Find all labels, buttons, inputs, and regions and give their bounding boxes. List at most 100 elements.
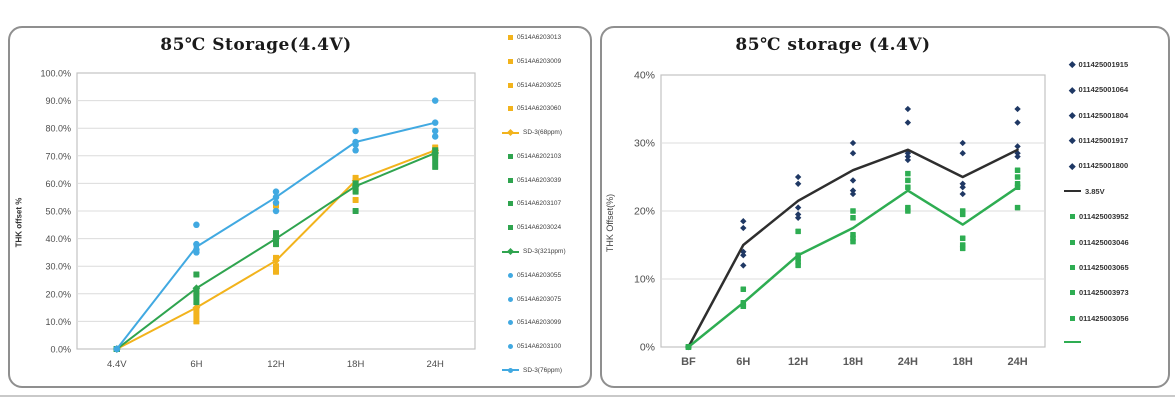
- legend-label: SD-3(68ppm): [523, 129, 563, 137]
- x-tick-label: 6H: [736, 356, 750, 368]
- right-y-axis-label-wrap: THK Offset(%): [602, 59, 619, 386]
- legend-item: [1064, 339, 1166, 346]
- x-tick-label: 4.4V: [107, 359, 127, 370]
- y-tick-label: 0%: [640, 342, 655, 354]
- data-point: [795, 262, 801, 269]
- legend-item: 0514A6203055: [502, 272, 588, 279]
- legend-label: 011425003056: [1079, 313, 1129, 323]
- y-tick-label: 20%: [634, 206, 655, 218]
- legend-marker-icon: [1070, 315, 1075, 321]
- x-tick-label: 12H: [788, 356, 808, 368]
- data-point: [905, 177, 911, 184]
- legend-marker-icon: [508, 177, 513, 183]
- y-tick-label: 70.0%: [45, 151, 71, 161]
- data-point: [193, 271, 200, 278]
- data-point: [904, 119, 912, 126]
- left-y-axis-label-wrap: THK offset %: [10, 59, 27, 386]
- legend-label: 0514A6203025: [517, 81, 562, 89]
- left-chart-panel: 85℃ Storage(4.4V) THK offset % 0.0% 10.0%…: [8, 26, 592, 388]
- legend-label: 011425001917: [1078, 136, 1129, 146]
- legend-marker-icon: [1069, 86, 1076, 94]
- data-point: [273, 241, 279, 248]
- y-tick-label: 100.0%: [40, 69, 71, 79]
- legend-label: 011425003065: [1079, 262, 1129, 272]
- legend-label: 0514A6203075: [517, 295, 562, 303]
- legend-label: 011425001804: [1078, 110, 1129, 120]
- data-point: [740, 286, 747, 292]
- data-point: [352, 188, 359, 195]
- legend-label: 011425003952: [1079, 212, 1129, 222]
- y-tick-label: 40%: [634, 70, 655, 82]
- data-point: [904, 105, 912, 113]
- legend-item: 3.85V: [1064, 187, 1166, 196]
- series-points: [685, 204, 1021, 350]
- y-tick-label: 20.0%: [45, 289, 71, 299]
- data-point: [905, 208, 911, 214]
- data-point: [273, 194, 279, 200]
- data-point: [1014, 174, 1021, 180]
- legend-marker-icon: [1070, 214, 1075, 220]
- y-tick-label: 10%: [634, 274, 655, 286]
- y-tick-label: 90.0%: [45, 96, 71, 106]
- legend-item: 011425003065: [1064, 263, 1166, 272]
- data-point: [352, 208, 359, 214]
- legend-item: 0514A6203009: [502, 58, 588, 65]
- legend-line-marker-icon: [506, 128, 515, 136]
- legend-item: 0514A6203075: [502, 296, 588, 303]
- data-point: [1014, 153, 1021, 160]
- data-point: [904, 156, 912, 164]
- data-point: [794, 204, 802, 211]
- data-point: [794, 211, 802, 218]
- legend-item: 011425003973: [1064, 288, 1166, 297]
- right-chart-title: 85℃ storage (4.4V): [735, 35, 931, 55]
- data-point: [431, 127, 439, 135]
- legend-item: 0514A6203025: [502, 82, 588, 89]
- data-point: [193, 318, 200, 325]
- legend-marker-icon: [508, 272, 513, 278]
- legend-label: 0514A6203055: [517, 271, 562, 279]
- data-point: [352, 196, 359, 203]
- legend-marker-icon: [508, 82, 513, 88]
- legend-line-swatch: [1064, 341, 1081, 344]
- data-point: [1014, 204, 1021, 211]
- series-line: [687, 148, 1019, 349]
- legend-line-swatch: [502, 367, 519, 373]
- legend-marker-icon: [508, 320, 513, 326]
- legend-marker-icon: [508, 201, 513, 207]
- y-tick-label: 50.0%: [45, 207, 71, 217]
- legend-label: 0514A6203100: [517, 343, 562, 351]
- legend-marker-icon: [508, 35, 513, 40]
- legend-item: 011425001917: [1064, 136, 1166, 145]
- data-point: [1014, 119, 1021, 126]
- data-point: [193, 249, 200, 256]
- data-point: [352, 147, 359, 154]
- legend-label: 011425001064: [1078, 85, 1129, 95]
- data-point: [850, 238, 856, 245]
- legend-label: SD-3(321ppm): [523, 248, 566, 256]
- data-point: [432, 119, 438, 126]
- data-point: [193, 293, 200, 300]
- legend-marker-icon: [508, 58, 513, 64]
- legend-item: 0514A6202103: [502, 153, 588, 160]
- legend-marker-icon: [508, 106, 513, 112]
- x-tick-label: BF: [681, 356, 696, 368]
- x-tick-label: 24H: [426, 359, 444, 370]
- data-point: [794, 173, 802, 181]
- legend-item: 011425001804: [1064, 111, 1166, 120]
- data-point: [850, 208, 856, 214]
- data-point: [904, 153, 912, 160]
- legend-item: 011425001064: [1064, 85, 1166, 94]
- x-tick-label: 18H: [843, 356, 863, 368]
- legend-label: 011425003973: [1079, 288, 1129, 298]
- y-tick-label: 40.0%: [45, 234, 71, 244]
- legend-item: 0514A6203024: [502, 224, 588, 231]
- y-tick-label: 10.0%: [45, 317, 71, 327]
- legend-item: 011425001800: [1064, 161, 1166, 170]
- data-point: [272, 207, 280, 215]
- legend-label: 0514A6203024: [517, 224, 562, 232]
- data-point: [959, 211, 966, 218]
- legend-item: 0514A6203060: [502, 105, 588, 112]
- x-tick-label: 12H: [267, 359, 285, 370]
- left-chart-column: 85℃ Storage(4.4V) THK offset % 0.0% 10.0%…: [10, 28, 502, 386]
- legend-marker-icon: [1070, 264, 1075, 270]
